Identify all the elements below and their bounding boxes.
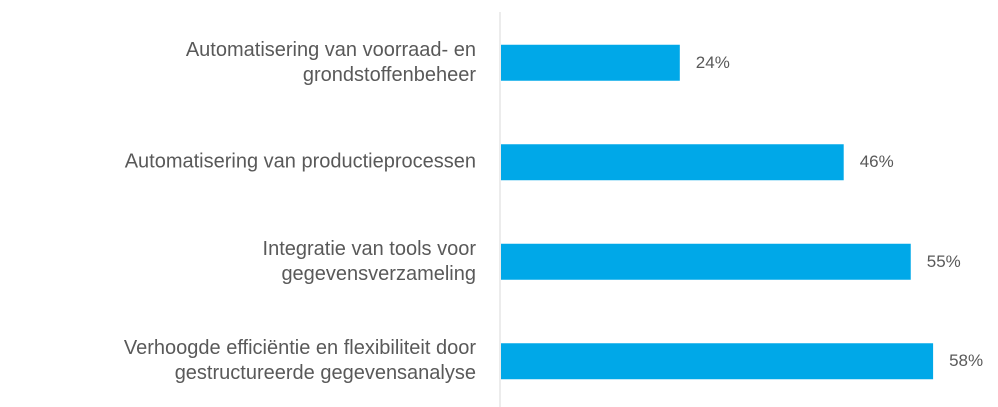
- category-label: Automatisering van voorraad- en grondsto…: [185, 38, 476, 86]
- bar: [501, 44, 680, 81]
- bar: [501, 144, 844, 181]
- value-label: 24%: [695, 52, 730, 72]
- value-label: 58%: [949, 351, 984, 371]
- category-label: Automatisering van productieprocessen: [124, 150, 476, 173]
- bar: [501, 343, 934, 380]
- category-label: Verhoogde efficiëntie en flexibiliteit d…: [123, 337, 476, 385]
- value-label: 46%: [859, 152, 894, 172]
- bar: [501, 243, 911, 280]
- value-label: 55%: [926, 251, 961, 271]
- category-label: Integratie van tools voor gegevensverzam…: [262, 237, 476, 285]
